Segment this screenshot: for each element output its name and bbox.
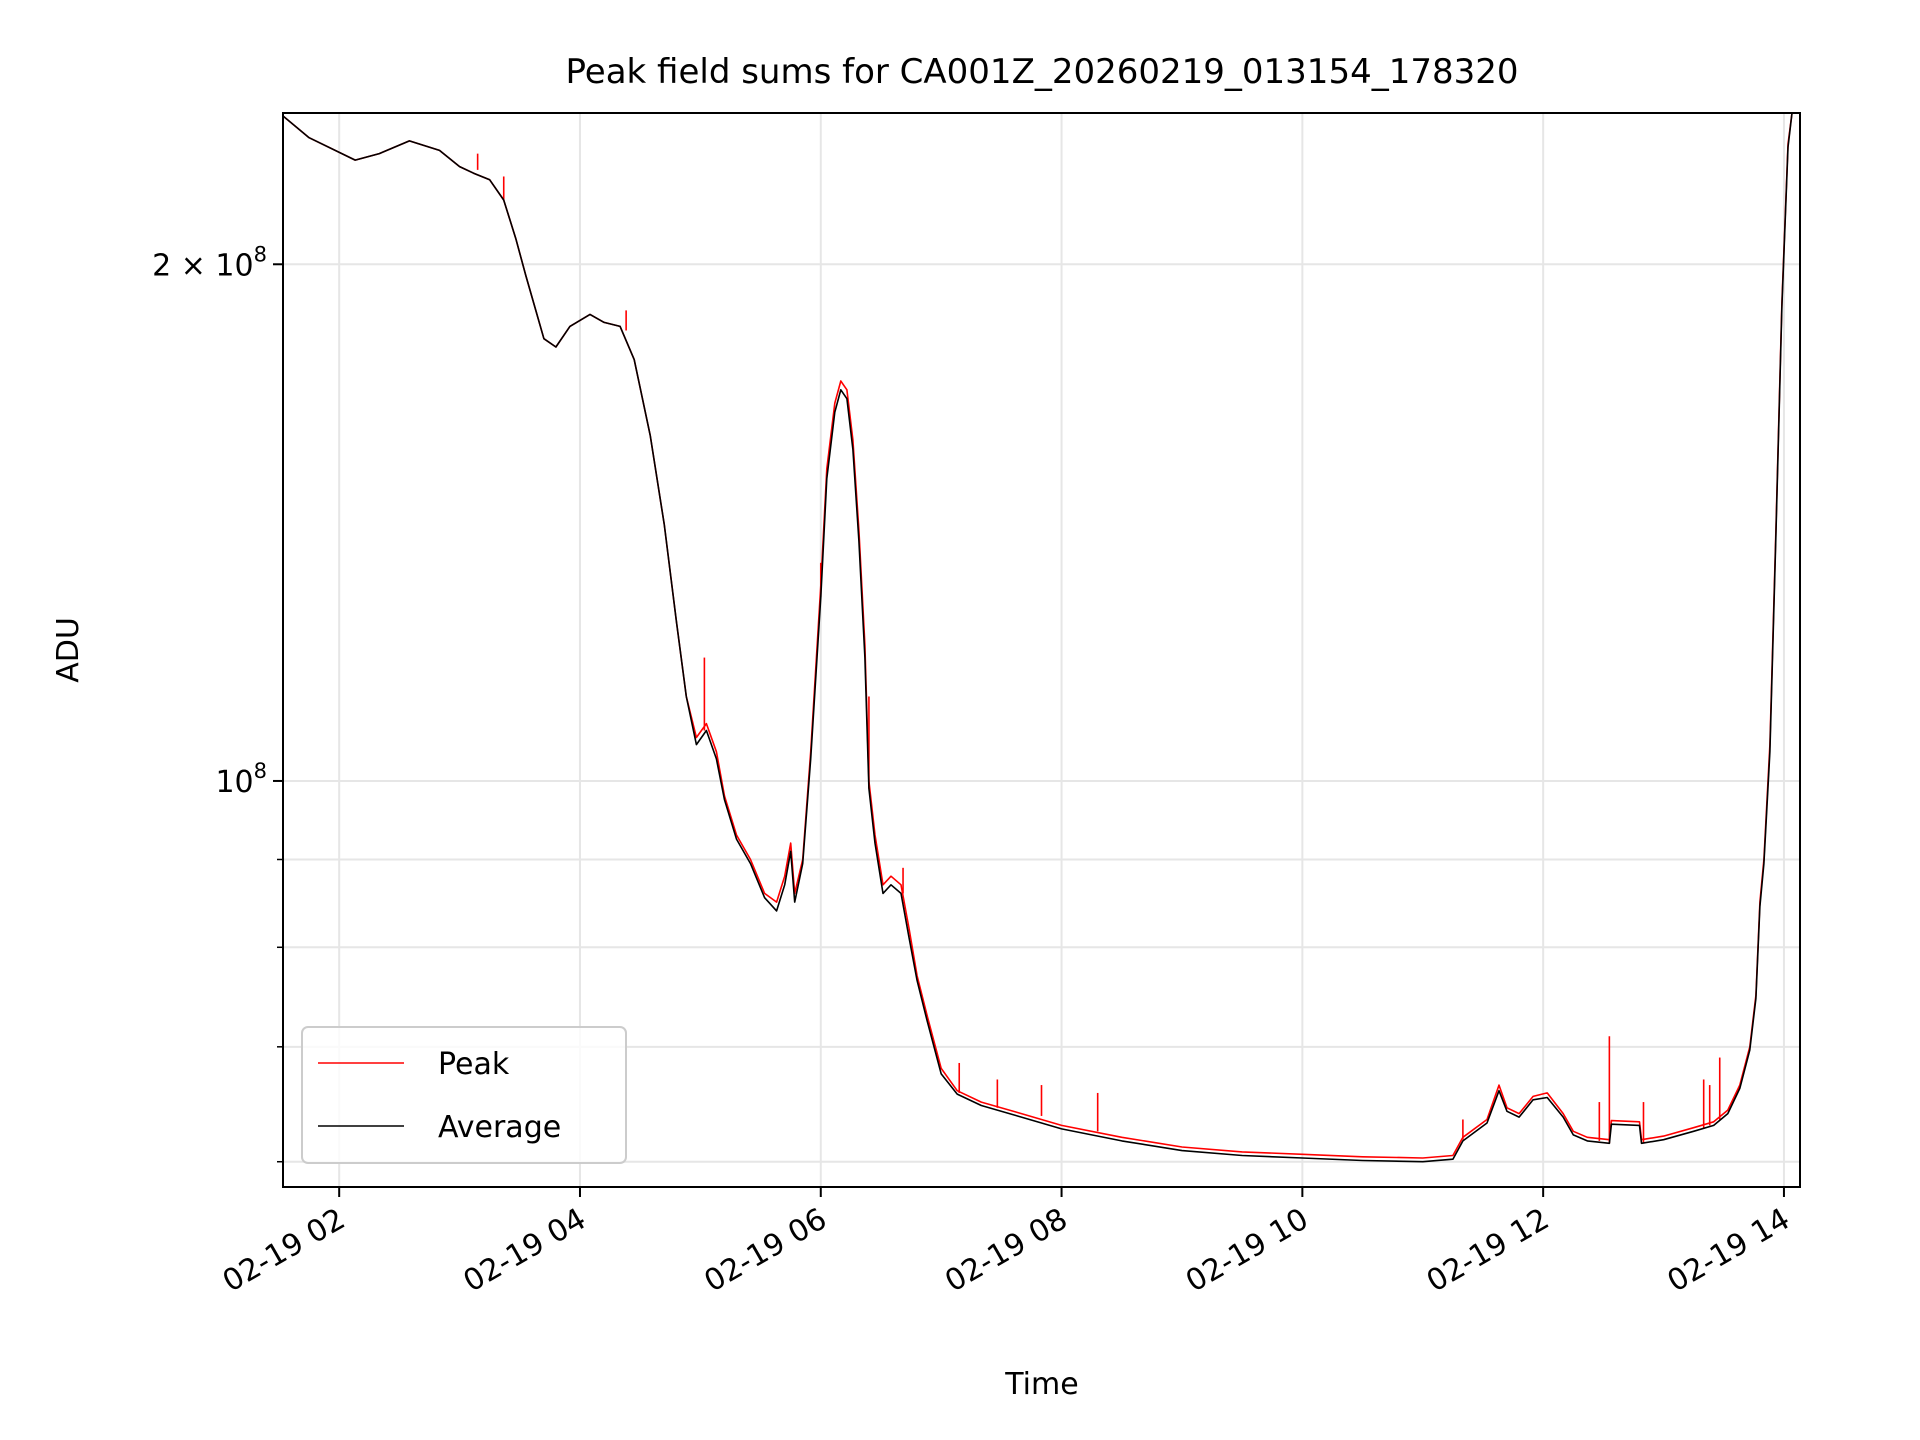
y-tick-label-exponent: 8 [254,759,267,783]
y-tick-label-base: 2 × 10 [152,248,253,283]
series-layer [283,113,1793,1163]
y-tick-label-base: 10 [215,765,253,800]
plot-frame [282,112,1801,1188]
legend-box [301,1026,627,1164]
legend-label-average: Average [438,1110,561,1145]
y-tick-label: 2 × 108 [152,242,267,283]
series-line-average [283,113,1793,1163]
chart-title: Peak field sums for CA001Z_20260219_0131… [566,52,1519,92]
y-axis-label: ADU [51,617,86,683]
y-tick-label: 108 [215,759,267,800]
legend: Peak Average [301,1026,627,1164]
legend-label-peak: Peak [438,1047,510,1082]
x-axis-label: Time [1004,1367,1078,1402]
y-tick-label-exponent: 8 [254,242,267,266]
